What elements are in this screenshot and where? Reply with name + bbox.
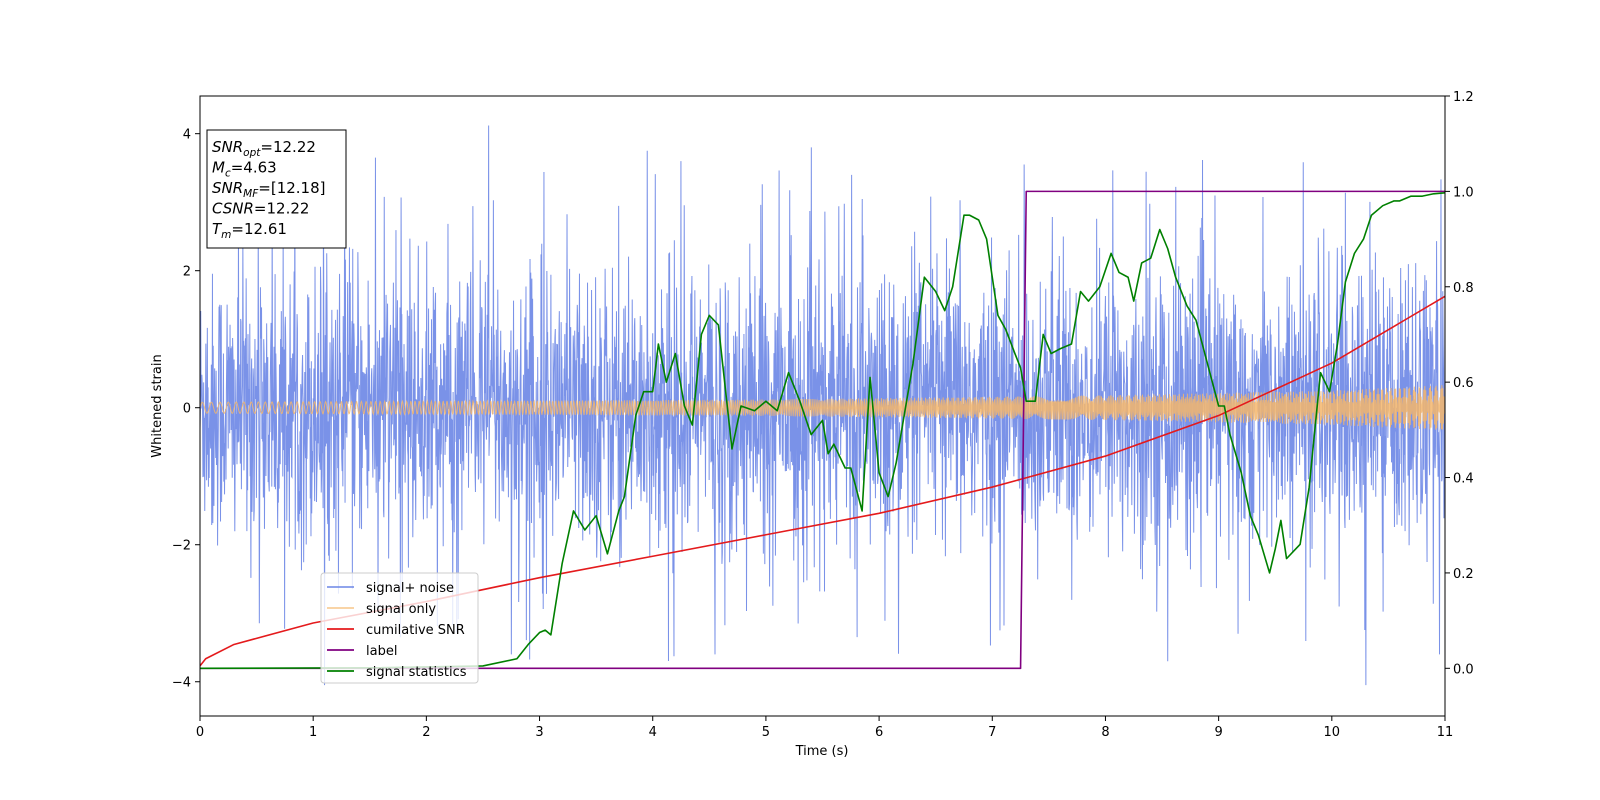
y-axis-label: Whitened strain xyxy=(150,354,165,457)
y-right-tick-label: 1.2 xyxy=(1453,90,1474,105)
stats-line-symbol: SNR xyxy=(212,138,243,156)
series-line-signal-statistics xyxy=(200,192,1445,670)
stats-line-subscript: opt xyxy=(243,147,261,159)
stats-line-symbol: T xyxy=(212,220,223,238)
legend-frame xyxy=(320,572,479,684)
stats-line: SNRMF=[12.18] xyxy=(212,179,326,200)
legend: signal+ noise signal only cumilative SNR la… xyxy=(320,572,479,684)
stats-line-value: =[12.18] xyxy=(258,179,325,197)
stats-line-value: =4.63 xyxy=(231,159,277,177)
x-tick-label: 0 xyxy=(196,725,204,740)
y-right-tick-label: 0.2 xyxy=(1453,567,1474,582)
x-tick-label: 4 xyxy=(649,725,657,740)
stats-line: Tm=12.61 xyxy=(212,220,287,241)
x-tick-label: 8 xyxy=(1101,725,1109,740)
legend-items: signal+ noise signal only cumilative SNR la… xyxy=(327,581,467,680)
x-axis-label: Time (s) xyxy=(795,744,849,759)
stats-line-subscript: c xyxy=(225,168,231,180)
stats-line-symbol: SNR xyxy=(212,179,243,197)
stats-line-value: =12.61 xyxy=(231,220,287,238)
series-layer xyxy=(200,125,1445,686)
y-right-tick-label: 0.0 xyxy=(1453,662,1474,677)
legend-entry-label: signal statistics xyxy=(366,665,467,680)
x-tick-label: 11 xyxy=(1437,725,1454,740)
stats-lines: SNRopt=12.22Mc=4.63SNRMF=[12.18]CSNR=12.… xyxy=(212,138,326,241)
stats-line-subscript: m xyxy=(221,229,231,241)
y-left-tick-label: −4 xyxy=(172,676,191,691)
stats-line-value: =12.22 xyxy=(254,200,310,218)
stats-line-symbol: CSNR xyxy=(212,200,254,218)
legend-entry-label: label xyxy=(366,644,397,659)
series-line-signal-only xyxy=(200,385,1445,430)
x-tick-label: 7 xyxy=(988,725,996,740)
stats-line-value: =12.22 xyxy=(260,138,316,156)
stats-line-subscript: MF xyxy=(243,188,259,200)
y-right-tick-label: 1.0 xyxy=(1453,185,1474,200)
legend-entry-label: signal only xyxy=(366,602,436,617)
stats-annotation-box: SNRopt=12.22Mc=4.63SNRMF=[12.18]CSNR=12.… xyxy=(206,129,347,249)
legend-entry-label: cumilative SNR xyxy=(366,623,465,638)
x-tick-label: 3 xyxy=(535,725,543,740)
y-axis-left: −4 −2 0 2 4 xyxy=(172,128,200,691)
x-tick-label: 5 xyxy=(762,725,770,740)
stats-line-symbol: M xyxy=(212,159,225,177)
legend-entry-label: signal+ noise xyxy=(366,581,454,596)
y-left-tick-label: 0 xyxy=(183,402,191,417)
stats-box-frame xyxy=(206,129,347,249)
plot-frame xyxy=(199,95,1446,717)
y-right-tick-label: 0.4 xyxy=(1453,472,1474,487)
stats-line: CSNR=12.22 xyxy=(212,200,309,218)
series-line-label xyxy=(200,190,1445,670)
x-tick-label: 6 xyxy=(875,725,883,740)
x-tick-label: 2 xyxy=(422,725,430,740)
y-left-tick-label: 2 xyxy=(183,265,191,280)
x-tick-label: 9 xyxy=(1214,725,1222,740)
stats-line: SNRopt=12.22 xyxy=(212,138,316,159)
y-left-tick-label: 4 xyxy=(183,128,191,143)
y-axis-right: 0.0 0.2 0.4 0.6 0.8 1.0 1.2 xyxy=(1445,90,1474,677)
x-axis: 0 1 2 3 4 5 6 7 8 9 10 11 xyxy=(196,716,1453,740)
x-tick-label: 10 xyxy=(1324,725,1341,740)
x-tick-label: 1 xyxy=(309,725,317,740)
series-line-cumulative-snr xyxy=(200,295,1445,667)
y-right-tick-label: 0.8 xyxy=(1453,281,1474,296)
stats-line: Mc=4.63 xyxy=(212,159,277,180)
y-right-tick-label: 0.6 xyxy=(1453,376,1474,391)
y-left-tick-label: −2 xyxy=(172,539,191,554)
